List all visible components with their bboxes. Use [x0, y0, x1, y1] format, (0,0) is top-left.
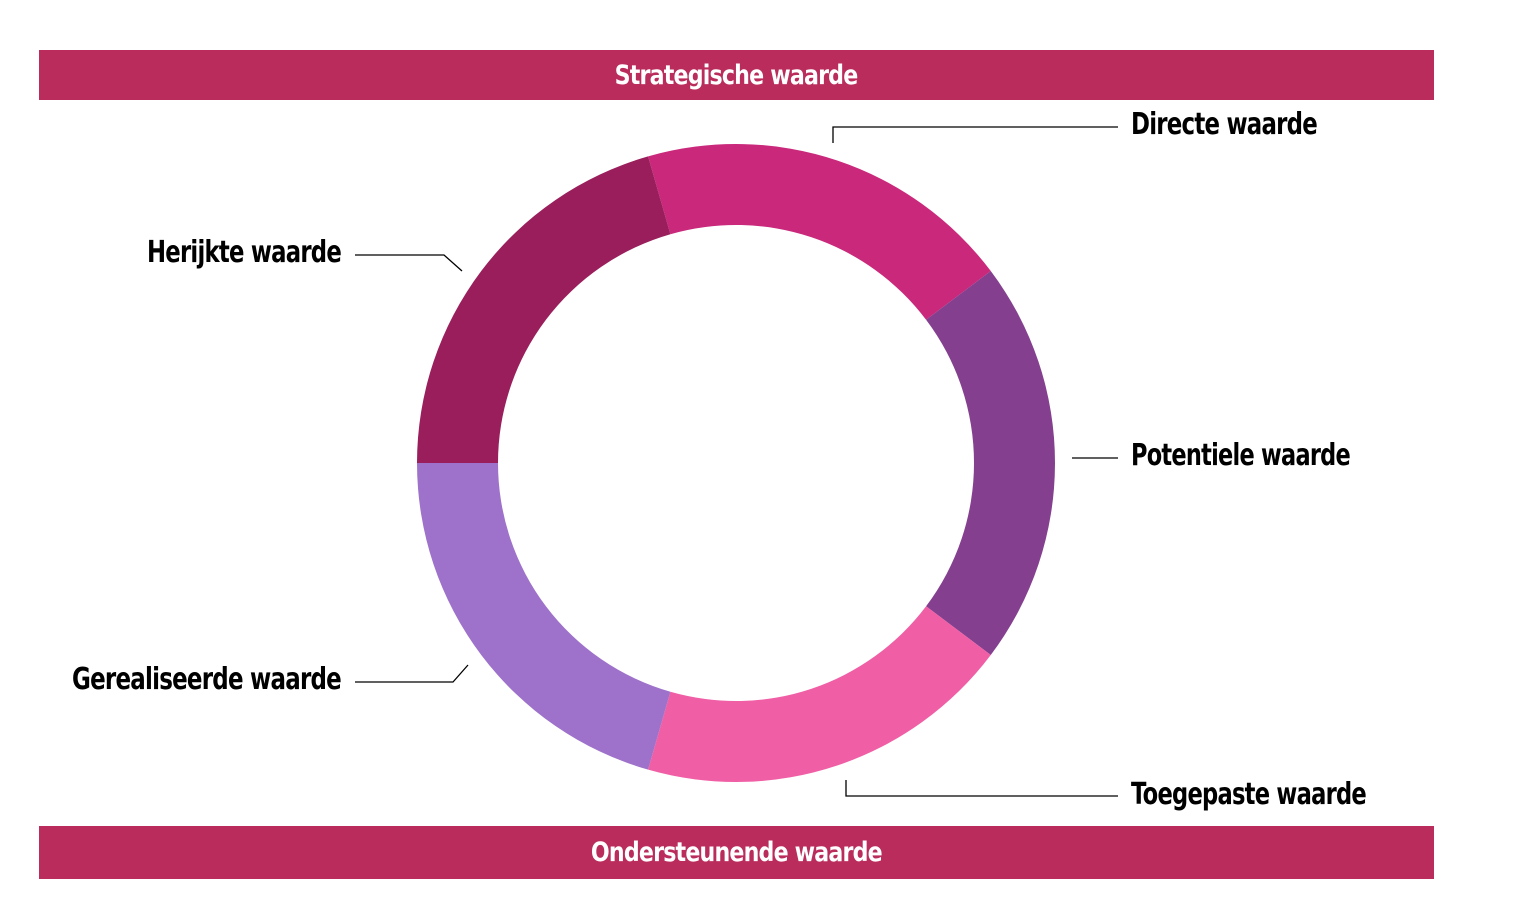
top-banner: Strategische waarde: [39, 50, 1434, 100]
label-gerealiseerde: Gerealiseerde waarde: [72, 662, 341, 697]
bottom-banner: Ondersteunende waarde: [39, 826, 1434, 879]
ring-segments: [417, 144, 1055, 782]
leader-line-directe: [832, 126, 1118, 143]
top-banner-label: Strategische waarde: [615, 59, 859, 91]
ring-segment-herijkte: [417, 156, 671, 463]
leader-line-toegepaste: [845, 780, 1118, 797]
ring-segment-directe: [648, 144, 991, 320]
label-herijkte: Herijkte waarde: [147, 235, 341, 270]
ring-segment-potentiele: [926, 271, 1055, 655]
ring-segment-toegepaste: [648, 606, 991, 782]
label-toegepaste: Toegepaste waarde: [1131, 777, 1366, 812]
leader-line-gerealiseerde: [355, 664, 469, 683]
leader-line-herijkte: [355, 254, 463, 272]
ring-segment-gerealiseerde: [417, 463, 671, 770]
label-potentiele: Potentiele waarde: [1131, 438, 1350, 473]
label-directe: Directe waarde: [1131, 107, 1317, 142]
bottom-banner-label: Ondersteunende waarde: [591, 837, 883, 868]
